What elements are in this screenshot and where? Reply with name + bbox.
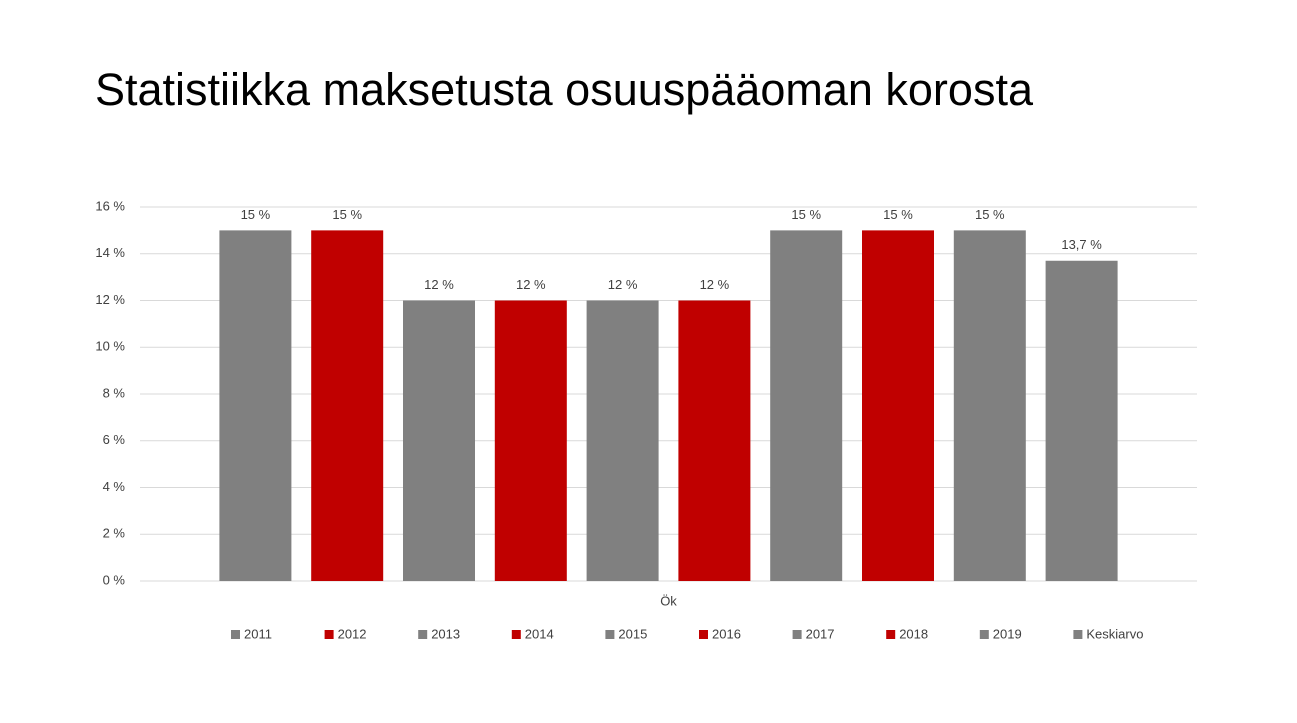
- legend-label: 2018: [899, 626, 928, 641]
- value-label: 15 %: [883, 207, 913, 222]
- legend-label: 2013: [431, 626, 460, 641]
- legend-swatch: [418, 630, 428, 639]
- bar: [586, 300, 659, 581]
- bar: [862, 230, 934, 581]
- y-tick-label: 16 %: [95, 198, 125, 213]
- value-label: 15 %: [975, 207, 1005, 222]
- value-label: 12 %: [608, 277, 638, 292]
- y-tick-label: 12 %: [95, 292, 125, 307]
- legend-label: 2011: [244, 626, 272, 641]
- legend-label: 2015: [618, 626, 647, 641]
- bar: [1045, 260, 1118, 581]
- bar: [953, 230, 1026, 581]
- value-label: 15 %: [241, 207, 271, 222]
- y-tick-label: 10 %: [95, 339, 125, 354]
- legend-swatch: [324, 630, 334, 639]
- legend-label: 2017: [806, 626, 835, 641]
- bar: [403, 300, 475, 581]
- value-label: 15 %: [791, 207, 821, 222]
- legend-label: 2016: [712, 626, 741, 641]
- bar: [678, 300, 751, 581]
- y-tick-label: 6 %: [103, 432, 126, 447]
- legend-label: 2014: [525, 626, 554, 641]
- bar: [219, 230, 292, 581]
- chart-title: Statistiikka maksetusta osuuspääoman kor…: [95, 64, 1034, 115]
- legend-swatch: [605, 630, 615, 639]
- x-tick-label: Ök: [660, 593, 677, 608]
- value-label: 15 %: [332, 207, 362, 222]
- y-tick-label: 4 %: [103, 479, 126, 494]
- bar: [494, 300, 567, 581]
- y-tick-label: 8 %: [103, 385, 126, 400]
- bar: [311, 230, 384, 581]
- value-label: 12 %: [424, 277, 454, 292]
- y-tick-label: 14 %: [95, 245, 125, 260]
- legend-swatch: [699, 630, 708, 639]
- value-label: 12 %: [700, 277, 730, 292]
- legend-label: Keskiarvo: [1086, 626, 1143, 641]
- legend-swatch: [1073, 630, 1083, 639]
- legend-label: 2019: [993, 626, 1022, 641]
- value-label: 12 %: [516, 277, 546, 292]
- bar: [770, 230, 843, 581]
- legend-label: 2012: [338, 626, 367, 641]
- legend-swatch: [231, 630, 240, 639]
- legend-swatch: [792, 630, 802, 639]
- y-tick-label: 2 %: [103, 526, 126, 541]
- legend-swatch: [511, 630, 521, 639]
- legend-swatch: [886, 630, 896, 639]
- value-label: 13,7 %: [1061, 237, 1102, 252]
- y-tick-label: 0 %: [103, 572, 126, 587]
- legend-swatch: [979, 630, 989, 639]
